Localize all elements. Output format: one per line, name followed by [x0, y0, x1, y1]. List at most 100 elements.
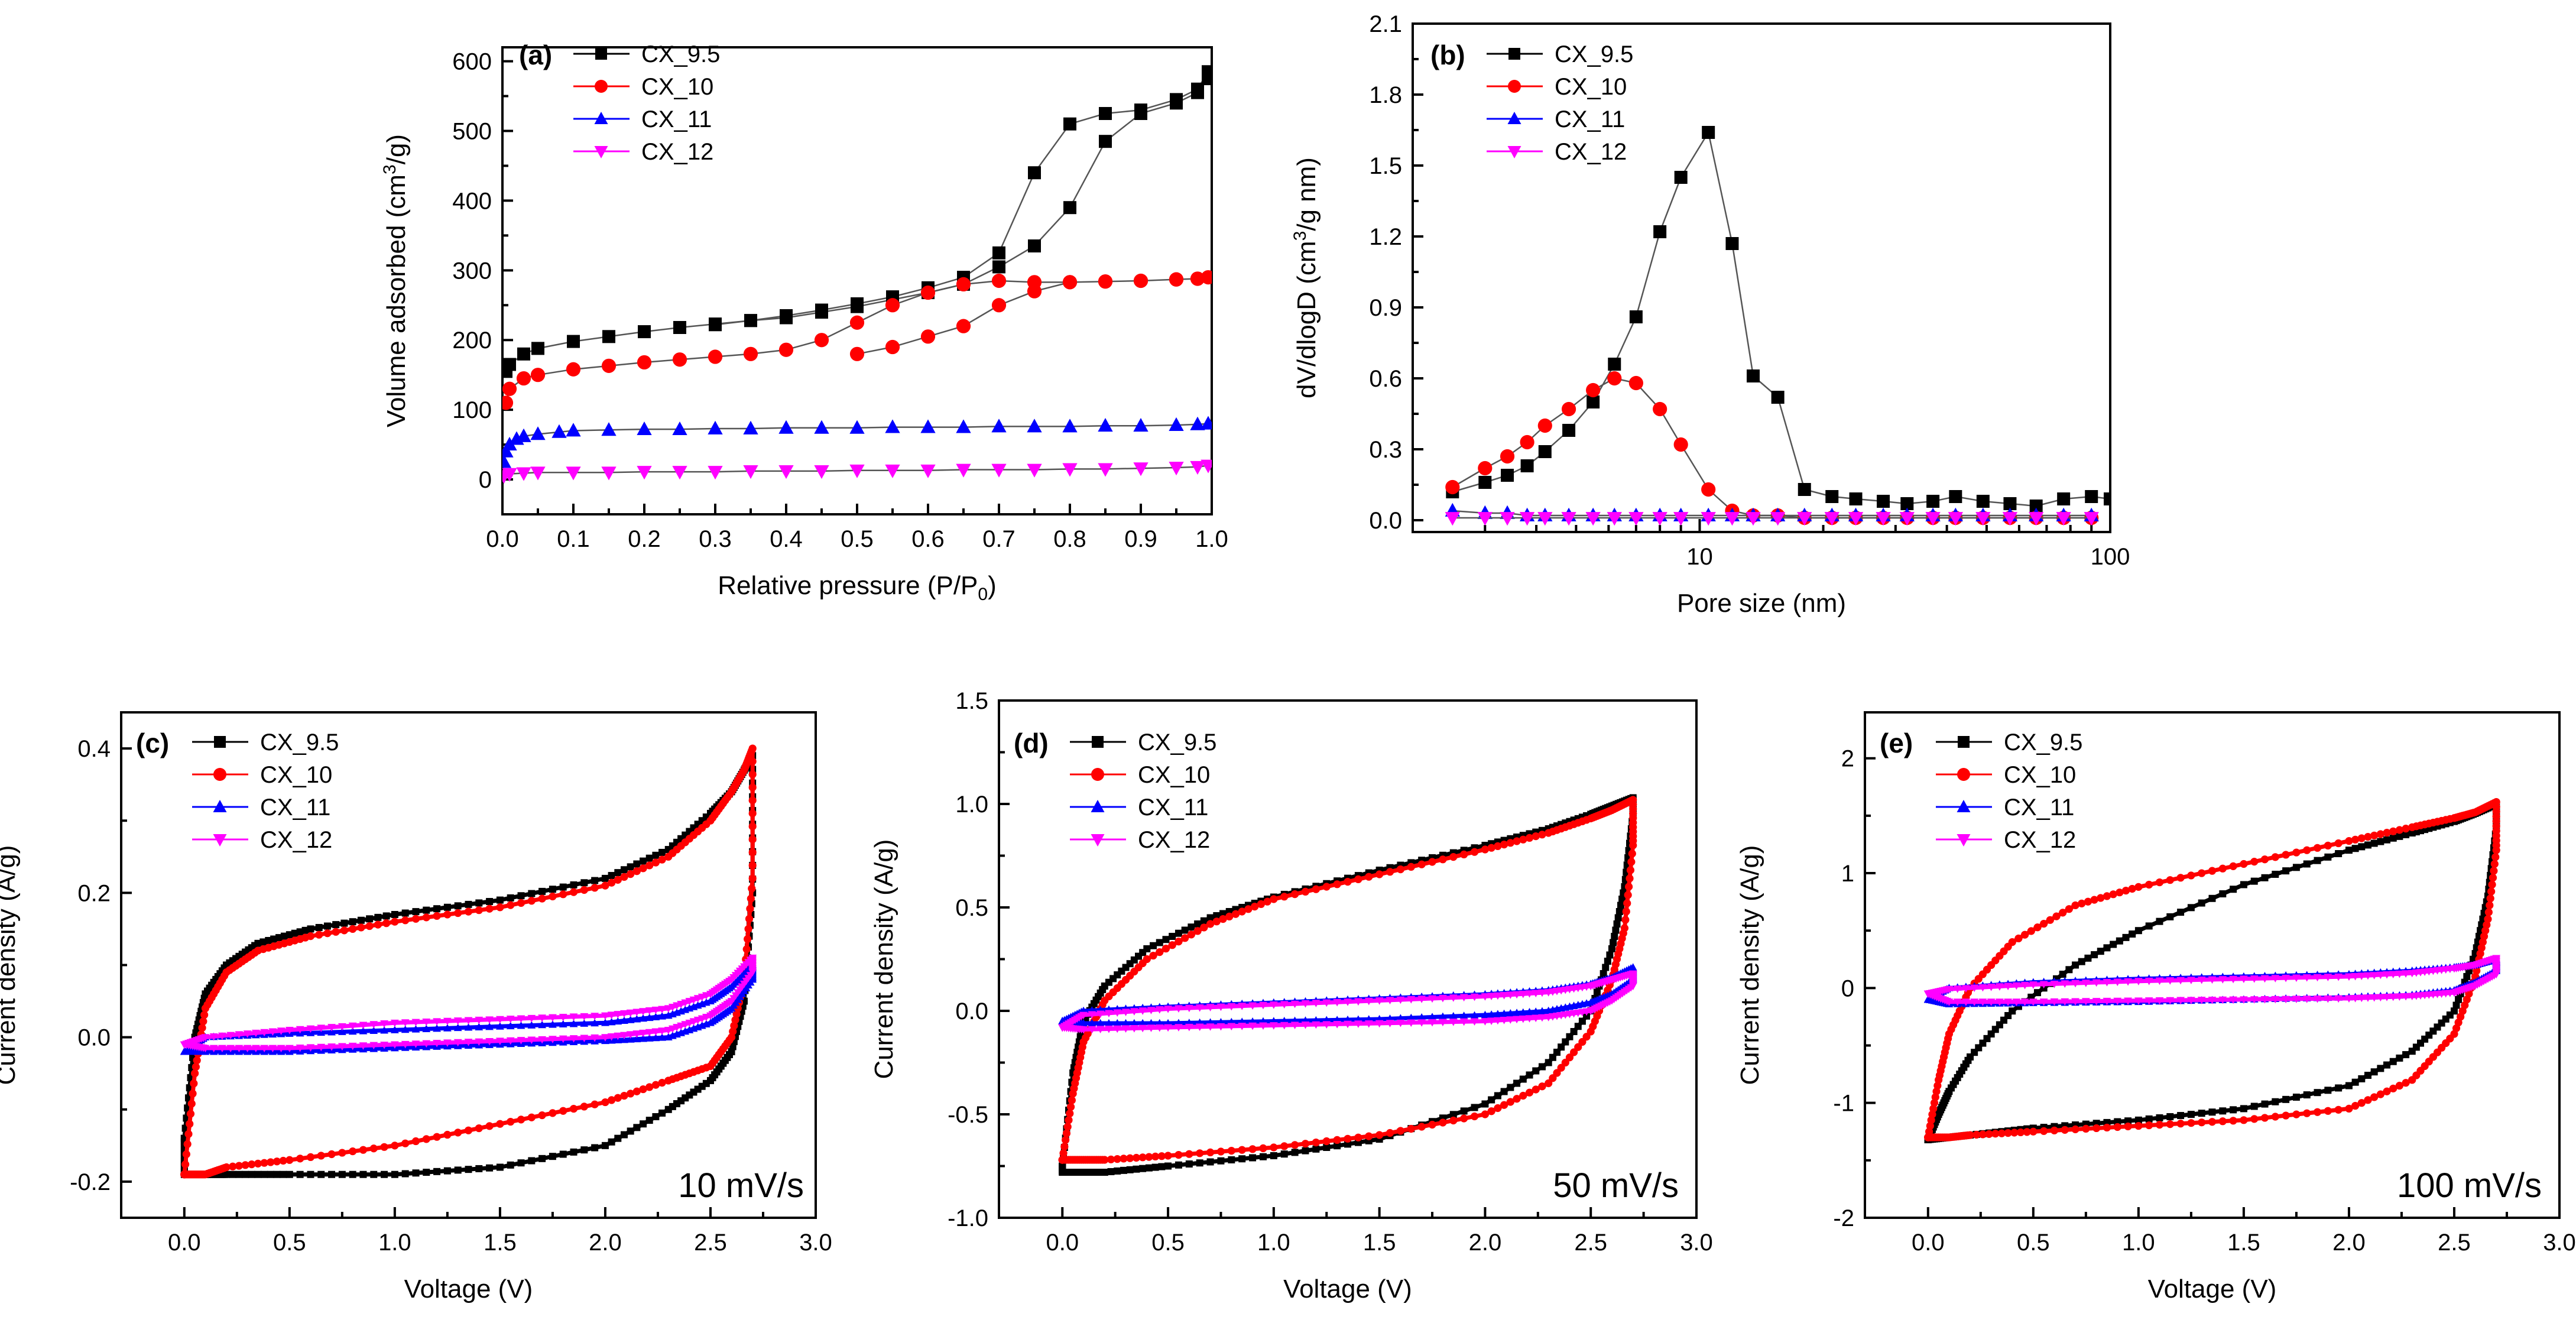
data-point: [517, 1015, 525, 1023]
data-point: [1291, 1149, 1299, 1156]
data-point: [1925, 512, 1941, 526]
data-point: [1578, 1037, 1587, 1046]
data-point: [443, 1024, 452, 1032]
y-tick-label: 1: [1841, 861, 1854, 887]
data-point: [285, 1045, 294, 1053]
data-point: [1520, 459, 1534, 472]
data-point: [315, 930, 323, 939]
y-axis-label: Current density (A/g): [870, 839, 898, 1079]
data-point: [1219, 910, 1227, 917]
data-point: [348, 1027, 357, 1035]
data-point: [411, 1040, 420, 1048]
data-point: [2376, 971, 2385, 980]
data-point: [2230, 1106, 2237, 1114]
data-point: [538, 1014, 547, 1022]
data-point: [1396, 1127, 1404, 1135]
data-point: [1225, 912, 1234, 920]
data-point: [1062, 1136, 1070, 1144]
data-point: [2004, 998, 2013, 1006]
data-point: [254, 1170, 262, 1178]
data-point: [182, 1150, 190, 1159]
legend-label: CX_11: [260, 795, 330, 821]
data-point: [614, 1017, 622, 1025]
data-point: [1195, 1004, 1204, 1012]
data-point: [1238, 1023, 1247, 1030]
data-point: [748, 848, 757, 857]
legend-marker: [1091, 768, 1104, 781]
data-point: [1985, 1130, 1993, 1138]
data-point: [570, 881, 578, 888]
data-point: [2364, 1096, 2372, 1104]
data-point: [1138, 1007, 1147, 1015]
data-point: [1899, 512, 1915, 526]
data-point: [2292, 974, 2301, 982]
data-point: [2292, 864, 2300, 871]
data-point: [1270, 1152, 1277, 1159]
data-point: [1147, 1007, 1156, 1014]
data-point: [1139, 1165, 1147, 1172]
data-point: [1439, 855, 1447, 864]
data-point: [1587, 395, 1600, 408]
data-point: [359, 1027, 368, 1035]
data-point: [285, 1156, 294, 1164]
data-point: [267, 1170, 274, 1178]
data-point: [885, 339, 900, 355]
data-point: [1375, 870, 1384, 878]
data-point: [1407, 1013, 1416, 1022]
panel-label: (e): [1880, 728, 1913, 758]
data-point: [1312, 1139, 1320, 1147]
data-point: [2156, 1114, 2163, 1121]
data-point: [381, 1170, 388, 1178]
data-point: [709, 318, 722, 332]
data-point: [2250, 1102, 2258, 1110]
data-point: [1629, 310, 1643, 323]
data-point: [1354, 875, 1362, 883]
data-point: [2092, 1124, 2101, 1133]
data-point: [349, 925, 357, 933]
data-point: [1459, 1018, 1468, 1026]
data-point: [1133, 462, 1149, 476]
data-point: [591, 877, 599, 884]
data-point: [260, 1045, 269, 1053]
data-point: [620, 1010, 628, 1018]
data-point: [527, 1021, 536, 1029]
data-point: [2272, 1098, 2279, 1105]
plot-area: [180, 744, 757, 1179]
data-point: [2187, 871, 2195, 880]
data-point: [272, 1157, 281, 1166]
data-point: [2103, 892, 2111, 900]
data-point: [365, 922, 374, 930]
x-tick-label: 0.6: [911, 526, 945, 552]
data-point: [1149, 951, 1157, 960]
data-point: [1626, 874, 1634, 883]
data-point: [559, 890, 567, 899]
data-point: [1027, 463, 1042, 478]
data-point: [338, 1023, 346, 1031]
data-point: [2335, 850, 2343, 858]
data-point: [1500, 512, 1515, 526]
data-point: [885, 298, 900, 313]
data-point: [815, 306, 828, 319]
data-point: [651, 1013, 660, 1020]
series-CX_12: [180, 954, 757, 1053]
data-point: [1396, 996, 1405, 1004]
data-point: [235, 1170, 243, 1178]
data-point: [2250, 877, 2258, 885]
data-point: [475, 1016, 484, 1024]
data-point: [277, 1027, 285, 1035]
data-point: [778, 342, 794, 357]
data-point: [2229, 862, 2237, 870]
x-axis-label: Relative pressure (P/P0): [718, 571, 997, 604]
data-point: [390, 1041, 399, 1049]
data-point: [1445, 479, 1460, 495]
data-point: [2065, 966, 2073, 974]
data-point: [640, 857, 647, 865]
data-point: [1538, 1014, 1546, 1022]
data-point: [2134, 997, 2143, 1005]
data-point: [1593, 988, 1601, 996]
data-point: [2240, 1116, 2248, 1124]
data-point: [180, 1047, 189, 1055]
data-point: [569, 1013, 578, 1022]
data-point: [2166, 876, 2174, 884]
data-point: [2250, 858, 2259, 866]
